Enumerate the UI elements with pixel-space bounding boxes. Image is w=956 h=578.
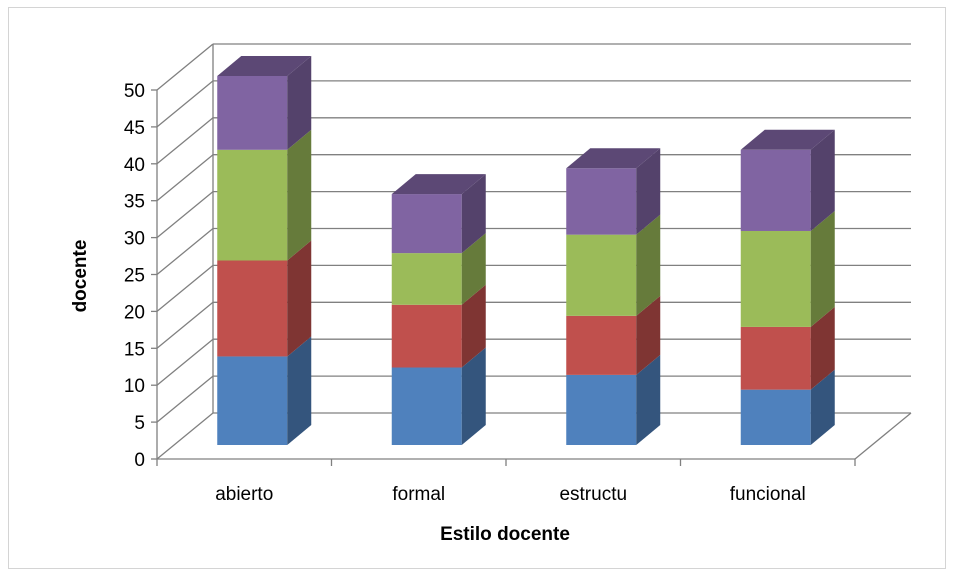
x-axis-title: Estilo docente (440, 524, 570, 545)
bar-side (287, 56, 312, 150)
bar-side (461, 233, 486, 305)
bar-side (461, 284, 486, 368)
bar-segment (217, 56, 312, 150)
category-label: abierto (215, 484, 273, 505)
bar-segment (566, 214, 661, 316)
bar-front (217, 260, 288, 357)
bar-front (740, 389, 811, 445)
bar-segment (740, 306, 835, 390)
bar-side (810, 306, 835, 390)
bar-segment (217, 129, 312, 261)
bar-segment (566, 354, 661, 445)
bar-side (636, 148, 661, 235)
category-label: formal (392, 484, 445, 505)
floor-right-edge (854, 412, 912, 460)
bar-segment (217, 240, 312, 357)
gridline-side (156, 264, 214, 312)
bar-segment (391, 284, 486, 368)
bar-segment (740, 369, 835, 445)
y-tick-label: 50 (124, 81, 145, 102)
bar-segment (566, 295, 661, 375)
bar-front (566, 315, 637, 375)
bar-segment (740, 210, 835, 327)
bar-side (287, 240, 312, 357)
bar-front (740, 230, 811, 327)
bar-side (461, 347, 486, 445)
gridline-side (156, 154, 214, 202)
bar-front (566, 168, 637, 235)
bar-side (810, 129, 835, 231)
bar-side (636, 354, 661, 445)
axes (151, 89, 856, 466)
bar-top (217, 56, 312, 76)
bar-front (391, 194, 462, 254)
category-label: funcional (730, 484, 806, 505)
y-tick-label: 30 (124, 229, 145, 250)
bars (217, 56, 835, 445)
bar-front (217, 149, 288, 261)
bar-side (636, 214, 661, 316)
bar-side (810, 210, 835, 327)
bar-segment (391, 347, 486, 445)
gridline-side (156, 117, 214, 165)
bar-side (287, 129, 312, 261)
y-tick-label: 0 (134, 450, 145, 471)
y-tick-label: 25 (124, 266, 145, 287)
bar-front (391, 304, 462, 368)
bar-segment (740, 129, 835, 231)
y-tick-label: 15 (124, 339, 145, 360)
bar-front (740, 149, 811, 231)
y-tick-labels: 0 5 10 15 20 25 30 35 40 45 50 (124, 81, 145, 471)
bar-front (391, 367, 462, 445)
gridline-side (156, 338, 214, 386)
bar-segment (391, 233, 486, 305)
category-label: estructu (559, 484, 627, 505)
y-tick-label: 35 (124, 192, 145, 213)
gridline-side (156, 80, 214, 128)
gridline-side (156, 301, 214, 349)
bar-segment (217, 336, 312, 445)
y-tick-label: 10 (124, 376, 145, 397)
gridline-side (156, 43, 214, 91)
gridline-side (156, 227, 214, 276)
bar-side (810, 369, 835, 445)
y-tick-label: 20 (124, 302, 145, 323)
bar-front (391, 253, 462, 305)
bar-front (217, 76, 288, 150)
bar-front (566, 234, 637, 316)
bar-side (636, 295, 661, 375)
bar-side (287, 336, 312, 445)
bar-top (391, 174, 486, 195)
y-axis-title: docente (70, 240, 91, 313)
bar-side (461, 174, 486, 254)
bar-front (217, 356, 288, 445)
y-tick-label: 40 (124, 155, 145, 176)
bar-segment (566, 148, 661, 235)
bar-top (566, 148, 661, 169)
gridline-side (156, 191, 214, 239)
bar-top (740, 129, 835, 150)
gridline-side (156, 412, 214, 460)
gridline-side (156, 375, 214, 423)
y-tick-label: 5 (134, 413, 145, 434)
bar-front (740, 326, 811, 390)
x-category-labels: abierto formal estructu funcional (215, 484, 806, 505)
bar-front (566, 374, 637, 445)
y-tick-label: 45 (124, 118, 145, 139)
bar-segment (391, 174, 486, 254)
